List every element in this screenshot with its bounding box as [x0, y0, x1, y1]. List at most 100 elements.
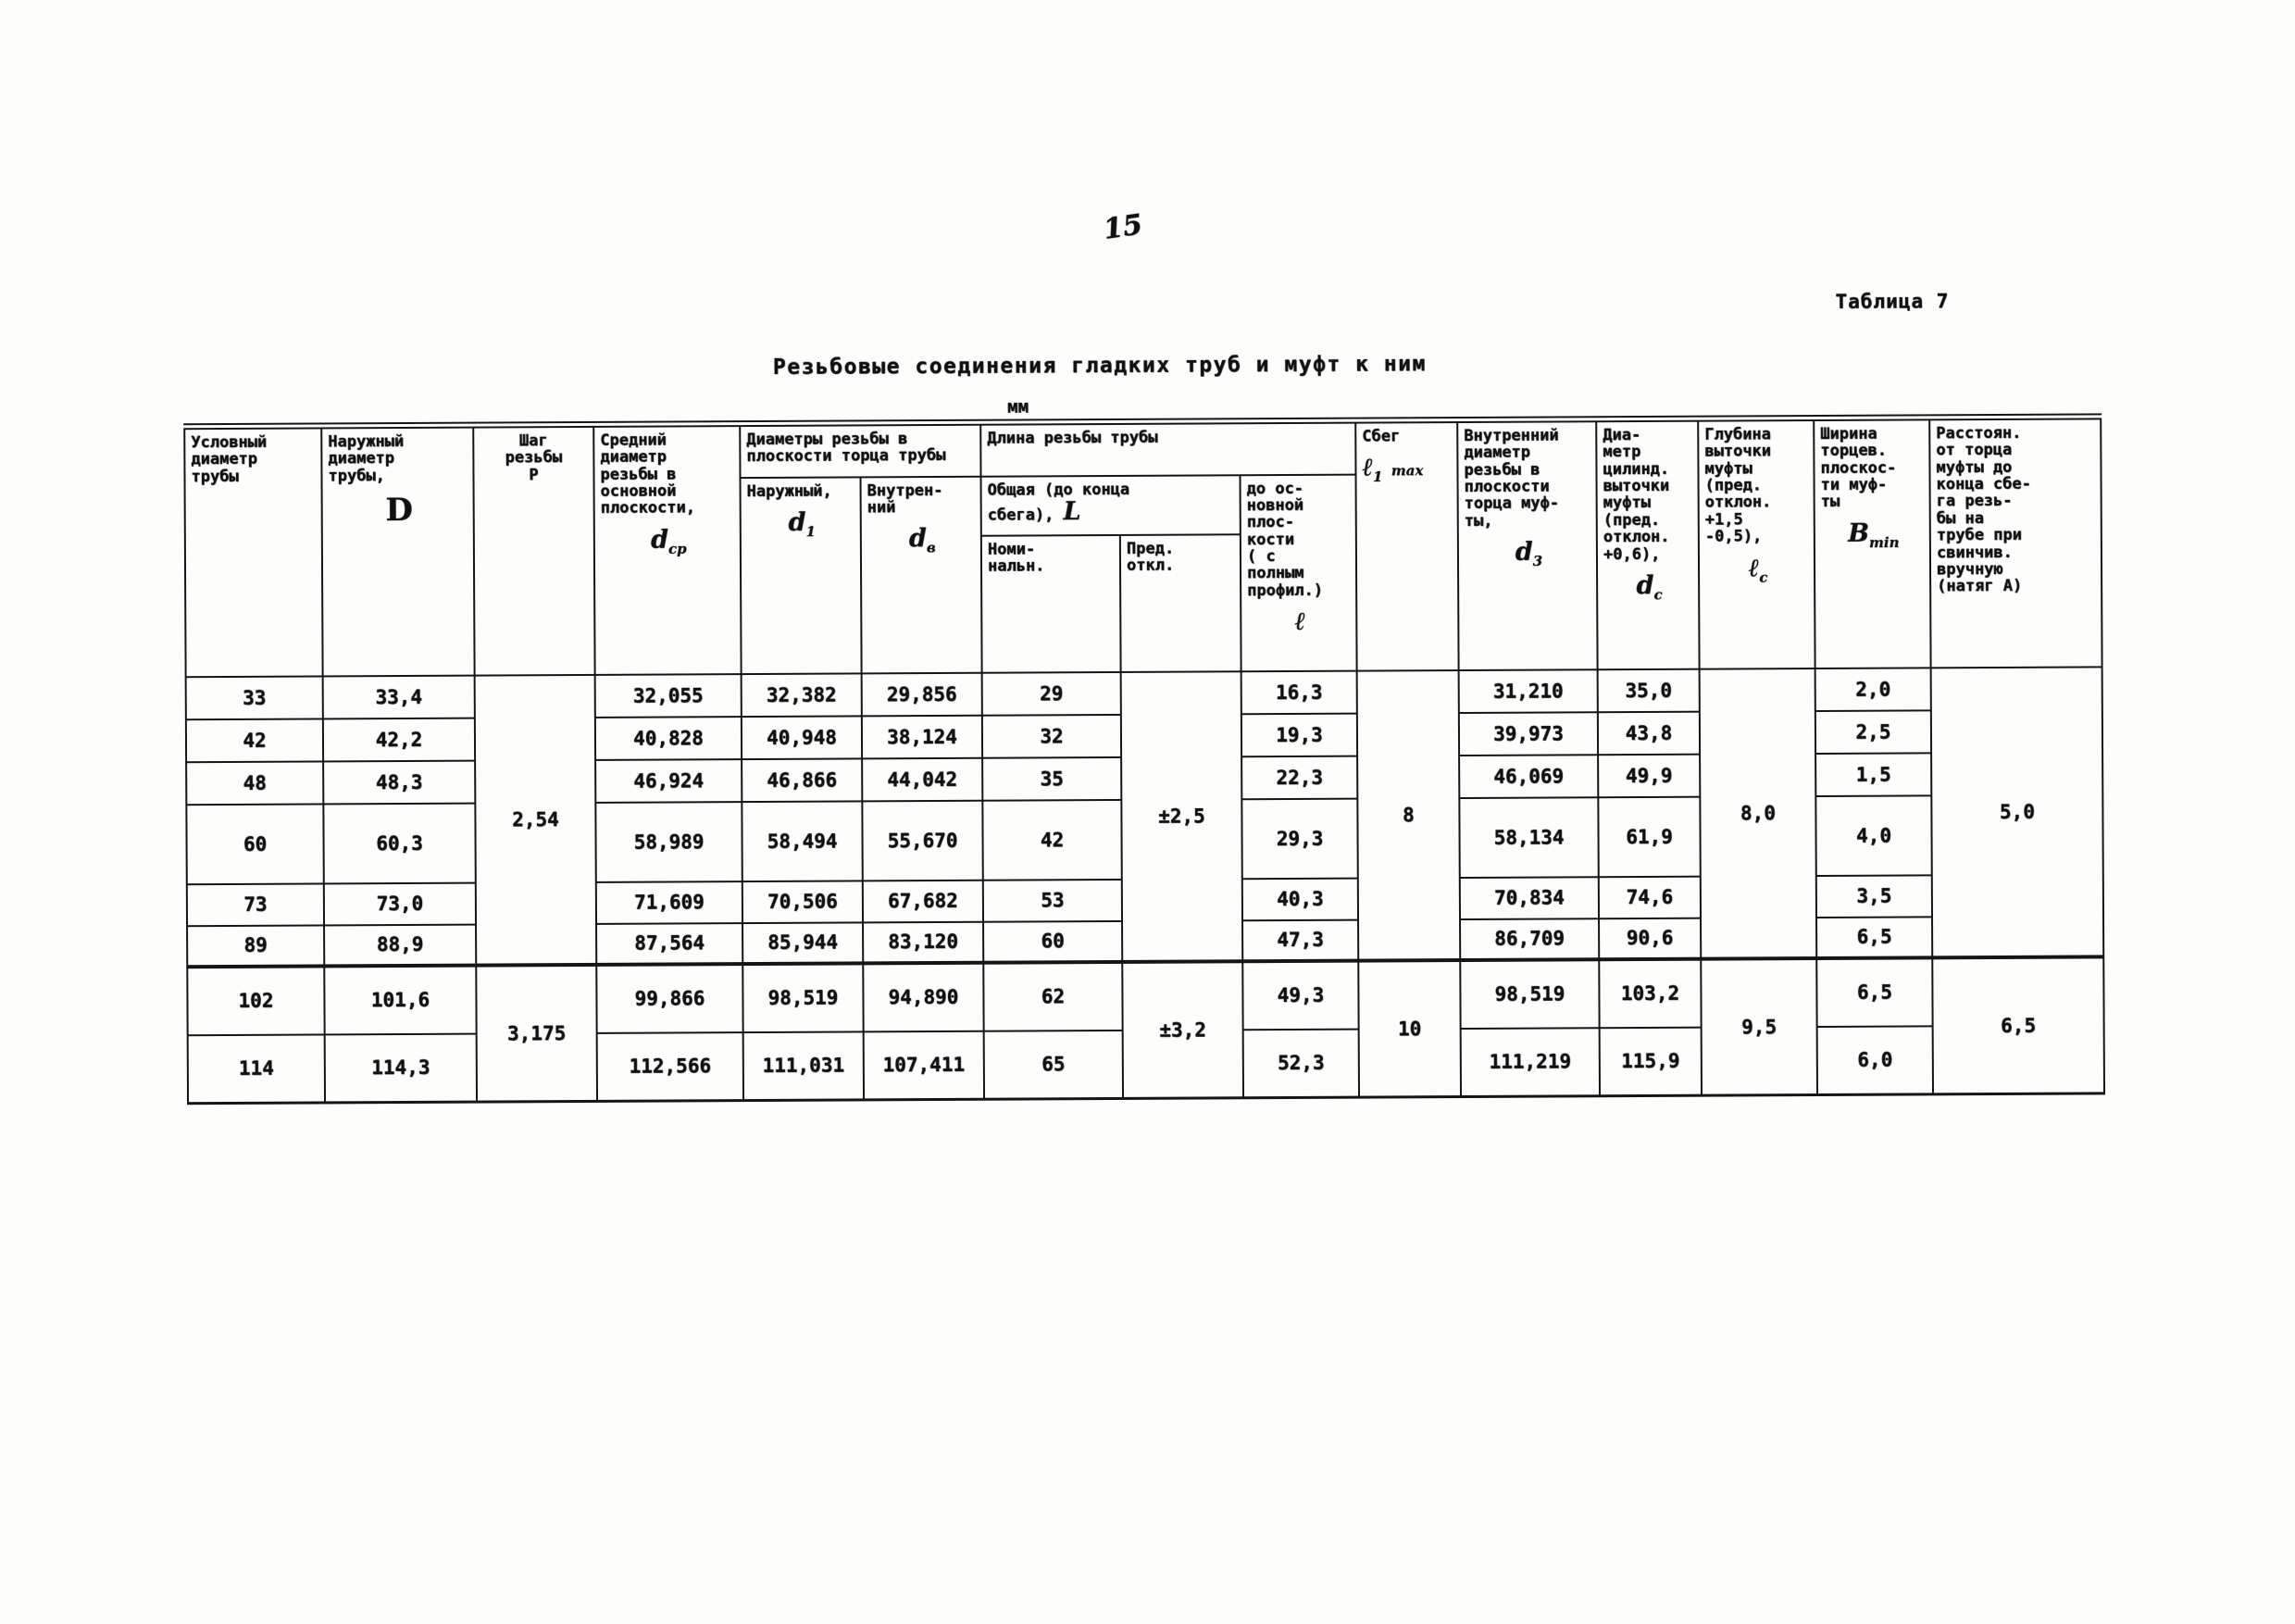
cell-dv: 44,042 [862, 757, 983, 801]
cell-dv: 67,682 [862, 880, 984, 922]
col-header-recess-diameter: Диа- метр цилинд. выточки муфты (пред. о… [1596, 418, 1700, 669]
cell-du: 33 [185, 675, 323, 719]
cell-d: 73,0 [323, 882, 477, 925]
cell-L: 60 [983, 920, 1123, 963]
cell-pitch: 3,175 [476, 964, 598, 1103]
cell-d3: 86,709 [1460, 918, 1600, 960]
cell-d1: 40,948 [741, 715, 863, 759]
cell-d1: 46,866 [742, 757, 863, 802]
cell-d1: 85,944 [742, 921, 864, 964]
cell-dc: 90,6 [1599, 918, 1702, 959]
symbol-dv: dв [908, 524, 936, 556]
cell-dsr: 40,828 [594, 716, 742, 760]
cell-du: 42 [185, 718, 324, 762]
cell-b: 6,0 [1816, 1025, 1934, 1095]
cell-d3: 58,134 [1459, 796, 1599, 878]
units-label: мм [1007, 396, 1029, 418]
symbol-d-sr: dср [651, 525, 687, 557]
cell-b: 4,0 [1815, 794, 1932, 876]
cell-d1: 98,519 [742, 962, 864, 1032]
symbol-d3: d3 [1515, 537, 1543, 570]
col-header-dv-inner: Внутрен- ний dв [860, 476, 982, 673]
cell-b: 6,5 [1816, 956, 1933, 1027]
cell-d1: 111,031 [742, 1031, 865, 1101]
col-header-face-width: Ширина торцев. плоскос- ти муф- ты Bmin [1814, 417, 1931, 668]
col-header-deviation: Пред. откл. [1119, 533, 1241, 672]
cell-b: 6,5 [1816, 916, 1933, 958]
cell-l: 16,3 [1241, 670, 1357, 714]
cell-du: 89 [187, 924, 325, 967]
col-header-recess-depth: Глубина выточки муфты (пред. отклон. +1,… [1698, 418, 1815, 669]
cell-dc: 35,0 [1597, 668, 1700, 712]
cell-dc: 103,2 [1599, 958, 1702, 1028]
cell-d: 48,3 [323, 760, 476, 804]
cell-L: 62 [983, 961, 1123, 1031]
group-header-total-length: Общая (до конца сбега), L [980, 474, 1241, 536]
cell-l: 40,3 [1241, 878, 1359, 920]
symbol-D: D [385, 492, 414, 530]
group-header-thread-length: Длина резьбы трубы [980, 420, 1356, 477]
symbol-d1: d1 [788, 507, 817, 540]
table-label: Таблица 7 [1835, 290, 1950, 313]
cell-du: 102 [187, 965, 325, 1035]
cell-b: 3,5 [1815, 874, 1933, 918]
cell-dv: 55,670 [862, 800, 983, 881]
col-header-distance-face-to-runout: Расстоян. от торца муфты до конца сбе- г… [1929, 416, 2102, 668]
col-header-runout: Сбег ℓ1 max [1355, 419, 1459, 671]
cell-d3: 46,069 [1459, 754, 1599, 798]
cell-dc: 49,9 [1598, 754, 1701, 797]
cell-dv: 38,124 [861, 715, 983, 758]
symbol-lc: ℓс [1748, 553, 1768, 586]
col-header-d1-outer: Наружный, d1 [740, 476, 862, 674]
cell-pitch: 2,54 [474, 674, 597, 966]
cell-l: 47,3 [1242, 919, 1359, 961]
cell-du: 60 [186, 803, 324, 884]
cell-L: 32 [981, 714, 1122, 758]
symbol-l: ℓ [1294, 606, 1306, 636]
cell-pred-otkl: ±2,5 [1120, 670, 1243, 962]
cell-d1: 58,494 [742, 800, 863, 881]
table-row: 102 101,6 3,175 99,866 98,519 94,890 62 … [187, 956, 2105, 1103]
cell-sbeg: 10 [1358, 959, 1462, 1098]
cell-dsr: 99,866 [596, 963, 743, 1033]
cell-d3: 39,973 [1458, 711, 1599, 756]
cell-rasst: 6,5 [1932, 956, 2105, 1094]
cell-dc: 43,8 [1597, 711, 1701, 755]
cell-du: 73 [186, 882, 325, 926]
cell-du: 114 [187, 1033, 326, 1104]
cell-dsr: 46,924 [595, 758, 742, 803]
cell-d3: 111,219 [1460, 1027, 1601, 1097]
cell-d: 33,4 [322, 675, 475, 718]
cell-L: 65 [983, 1030, 1124, 1100]
col-header-pitch: Шаг резьбы Р [473, 424, 595, 676]
col-header-mean-diameter: Средний диаметр резьбы в основной плоско… [593, 423, 742, 675]
cell-l: 22,3 [1241, 756, 1358, 799]
cell-d: 88,9 [324, 924, 477, 966]
cell-dc: 61,9 [1598, 796, 1701, 877]
cell-d3: 70,834 [1459, 876, 1600, 919]
cell-d1: 32,382 [741, 672, 862, 717]
cell-dsr: 58,989 [595, 801, 742, 882]
pipe-thread-table: Условный диаметр трубы Наружный диаметр … [183, 413, 2106, 1106]
cell-dsr: 71,609 [595, 881, 743, 924]
cell-d: 42,2 [322, 718, 476, 761]
table-title: Резьбовые соединения гладких труб и муфт… [772, 352, 1427, 380]
cell-dsr: 87,564 [596, 922, 743, 965]
cell-L: 35 [982, 756, 1122, 801]
symbol-dc: dс [1636, 570, 1663, 604]
cell-d1: 70,506 [742, 880, 864, 923]
col-header-outer-diameter: Наружный диаметр трубы, D [321, 425, 475, 676]
cell-du: 48 [186, 760, 324, 805]
cell-d3: 98,519 [1460, 958, 1600, 1029]
cell-b: 1,5 [1815, 752, 1932, 796]
cell-L: 53 [982, 879, 1123, 922]
cell-b: 2,0 [1815, 667, 1931, 711]
cell-dv: 94,890 [863, 962, 984, 1031]
cell-b: 2,5 [1815, 709, 1932, 754]
cell-L: 29 [981, 671, 1121, 716]
group-header-end-plane-diameters: Диаметры резьбы в плоскости торца трубы [740, 422, 981, 478]
cell-dc: 115,9 [1599, 1027, 1703, 1096]
cell-l: 52,3 [1242, 1029, 1360, 1098]
cell-dv: 29,856 [861, 672, 982, 716]
